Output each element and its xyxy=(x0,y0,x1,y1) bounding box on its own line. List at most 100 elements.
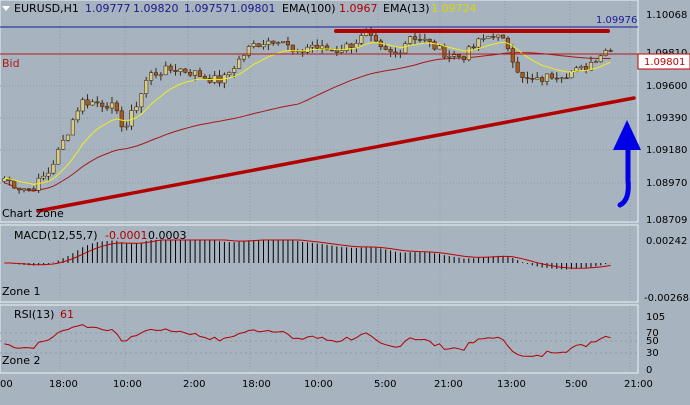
candle-body xyxy=(256,43,261,48)
candle-body xyxy=(383,46,388,50)
low-value: 1.09757 xyxy=(184,2,230,15)
candle-body xyxy=(373,35,378,42)
time-tick: 21:00 xyxy=(434,379,463,390)
candle-body xyxy=(173,70,178,72)
open-value: 1.09777 xyxy=(85,2,131,15)
candle-body xyxy=(315,44,320,49)
candle-body xyxy=(12,180,17,189)
candle-body xyxy=(549,73,554,79)
macd-tick: 0.00242 xyxy=(646,236,687,247)
candle-body xyxy=(320,45,325,49)
candle-body xyxy=(158,74,163,77)
candle-body xyxy=(232,68,237,73)
support-trendline[interactable] xyxy=(36,96,636,213)
candle-body xyxy=(281,41,286,43)
chevron-down-icon[interactable] xyxy=(2,6,10,11)
candle-body xyxy=(310,44,315,48)
ema100-label: EMA(100) xyxy=(282,2,336,15)
candle-body xyxy=(530,78,535,80)
candle-body xyxy=(569,71,574,79)
candle-body xyxy=(417,39,422,41)
candle-body xyxy=(471,46,476,49)
candle-body xyxy=(525,77,530,79)
macd-value2: 0.0003 xyxy=(148,229,187,242)
current-price-box xyxy=(637,53,690,70)
candle-body xyxy=(227,72,232,76)
candle-body xyxy=(266,40,271,45)
time-tick: 00 xyxy=(0,379,13,390)
price-axis: 1.10068 1.09810 1.09600 1.09390 1.09180 … xyxy=(646,10,687,226)
bid-label: Bid xyxy=(2,57,20,70)
rsi-pane xyxy=(0,304,639,374)
candle-body xyxy=(178,68,183,72)
candle-body xyxy=(271,40,276,44)
candle-body xyxy=(70,119,75,136)
candle-body xyxy=(608,50,613,52)
candle-body xyxy=(168,65,173,71)
candle-body xyxy=(56,149,61,165)
price-tick: 1.09180 xyxy=(646,145,687,156)
rsi-tick: 105 xyxy=(646,312,665,323)
time-tick: 10:00 xyxy=(113,379,142,390)
candle-body xyxy=(207,78,212,83)
candle-body xyxy=(149,72,154,81)
macd-signal-line xyxy=(4,239,611,269)
candle-body xyxy=(261,44,266,48)
candle-body xyxy=(593,61,598,64)
close-value: 1.09801 xyxy=(230,2,276,15)
resistance-price-label: 1.09976 xyxy=(596,15,637,26)
candle-body xyxy=(241,55,247,60)
candle-body xyxy=(339,50,344,53)
zone2-label: Zone 2 xyxy=(2,354,41,367)
candle-body xyxy=(193,70,198,76)
candle-body xyxy=(461,56,466,61)
candle-body xyxy=(114,102,119,112)
candle-body xyxy=(564,77,569,80)
candle-body xyxy=(65,134,71,141)
candle-body xyxy=(403,43,408,54)
time-tick: 18:00 xyxy=(242,379,271,390)
candle-body xyxy=(554,77,559,80)
candle-body xyxy=(139,93,144,108)
candle-body xyxy=(559,77,564,80)
candle-body xyxy=(144,80,149,94)
zone1-label: Zone 1 xyxy=(2,285,41,298)
candle-body xyxy=(95,101,100,104)
candle-body xyxy=(21,188,27,191)
price-tick: 1.08970 xyxy=(646,178,687,189)
candle-body xyxy=(100,102,105,107)
rsi-tick: 50 xyxy=(646,336,659,347)
candle-body xyxy=(442,45,447,58)
candle-body xyxy=(334,50,339,53)
candle-body xyxy=(251,43,256,47)
ema100-value: 1.0967 xyxy=(339,2,378,15)
candle-body xyxy=(408,36,413,44)
candle-body xyxy=(427,38,432,42)
time-tick: 2:00 xyxy=(183,379,205,390)
rsi-tick: 0 xyxy=(646,365,652,376)
candle-body xyxy=(31,188,36,191)
price-tick: 1.10068 xyxy=(646,10,687,21)
candle-body xyxy=(246,46,251,56)
ema13-line xyxy=(4,41,611,185)
candle-body xyxy=(412,36,418,40)
candle-body xyxy=(520,71,525,78)
rsi-label: RSI(13) xyxy=(14,308,54,321)
candles xyxy=(2,27,613,194)
time-tick: 5:00 xyxy=(565,379,587,390)
candle-body xyxy=(51,163,56,174)
time-tick: 18:00 xyxy=(49,379,78,390)
time-tick: 10:00 xyxy=(304,379,333,390)
symbol-label: EURUSD,H1 xyxy=(14,2,79,15)
candle-body xyxy=(163,65,168,76)
rsi-line-group xyxy=(4,324,611,358)
candle-body xyxy=(75,110,80,121)
macd-value1: -0.0001 xyxy=(105,229,147,242)
candle-body xyxy=(105,106,110,109)
candle-body xyxy=(109,102,115,109)
up-arrow-icon[interactable] xyxy=(613,120,641,208)
candle-body xyxy=(422,38,427,41)
candle-body xyxy=(124,125,129,128)
time-axis: 00 18:00 10:00 2:00 18:00 10:00 5:00 21:… xyxy=(0,379,653,390)
